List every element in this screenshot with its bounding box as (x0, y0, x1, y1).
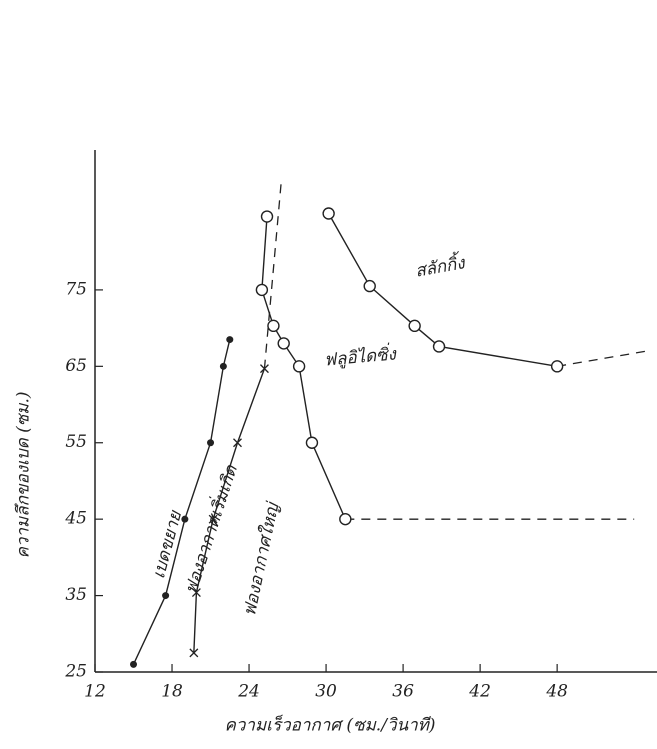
x-axis-label: ความเร็วอากาศ (ซม./วินาที) (224, 715, 435, 736)
point (207, 439, 214, 446)
x-tick-label: 24 (237, 682, 260, 702)
point (130, 661, 137, 668)
series-label: เบดขยาย (149, 508, 186, 581)
y-tick-label: 55 (65, 432, 87, 452)
x-tick-label: 30 (315, 682, 337, 702)
series-extension (557, 351, 647, 366)
chart: ความเร็วอากาศ (ซม./วินาที) ความลึกของเบด… (0, 0, 657, 749)
point (552, 361, 563, 372)
point (364, 281, 375, 292)
point (233, 439, 241, 447)
point (306, 437, 317, 448)
x-tick-label: 12 (84, 682, 106, 702)
point (340, 514, 351, 525)
point (323, 208, 334, 219)
y-tick-label: 75 (65, 279, 87, 299)
point (268, 320, 279, 331)
point (262, 211, 273, 222)
point (409, 320, 420, 331)
x-tick-label: 48 (545, 682, 568, 702)
point (294, 361, 305, 372)
point (226, 336, 233, 343)
annotation: ฟองอากาศใหญ่ (239, 499, 284, 618)
x-tick-label: 18 (161, 682, 183, 702)
point (220, 363, 227, 370)
x-tick-label: 36 (392, 682, 414, 702)
series-label: ฟลูอิไดซิ่ง (323, 341, 399, 370)
y-tick-label: 65 (65, 356, 87, 376)
y-tick-label: 25 (64, 662, 87, 682)
point (256, 284, 267, 295)
point (278, 338, 289, 349)
series-label: ฟองอากาศเริ่มเกิด (178, 461, 242, 597)
x-tick-label: 42 (468, 682, 491, 702)
series-label: สลักกิ้ง (413, 249, 468, 282)
point (434, 341, 445, 352)
y-axis-label: ความลึกของเบด (ซม.) (14, 392, 34, 559)
y-tick-label: 45 (64, 509, 87, 529)
point (162, 592, 169, 599)
y-tick-label: 35 (65, 585, 87, 605)
